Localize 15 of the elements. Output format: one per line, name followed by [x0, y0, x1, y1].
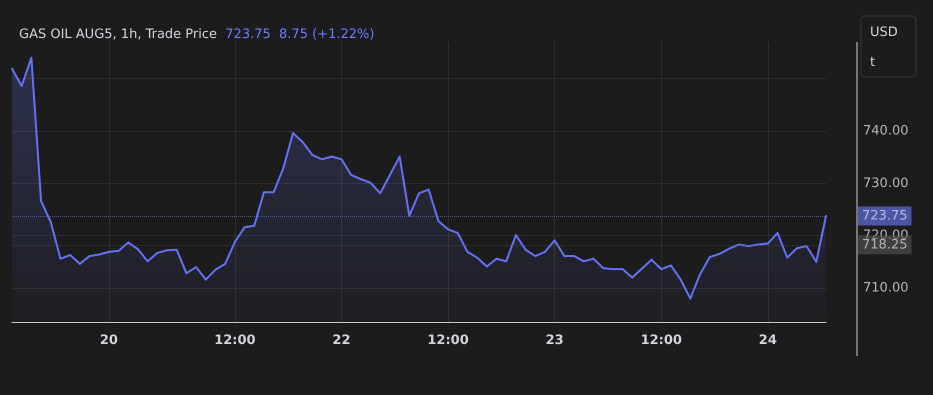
x-tick-label: 20 [100, 333, 118, 348]
chart-title: GAS OIL AUG5, 1h, Trade Price [19, 27, 226, 42]
text: USD [870, 25, 898, 40]
x-tick-label: 24 [758, 333, 777, 348]
x-tick-label: 12:00 [427, 333, 469, 348]
y-tick-label: 710.00 [863, 280, 908, 296]
ref-line-label: 723.75 [862, 208, 908, 224]
chart-subtitle: 723.75 8.75 (+1.22%) [225, 27, 374, 42]
x-tick-label: 22 [332, 333, 351, 348]
y-tick-label: 730.00 [863, 176, 908, 191]
x-tick-label: 12:00 [214, 333, 256, 348]
x-tick-label: 12:00 [640, 333, 682, 348]
x-tick-label: 23 [546, 333, 564, 348]
y-tick-label: 740.00 [863, 123, 908, 138]
text: t [870, 55, 876, 70]
